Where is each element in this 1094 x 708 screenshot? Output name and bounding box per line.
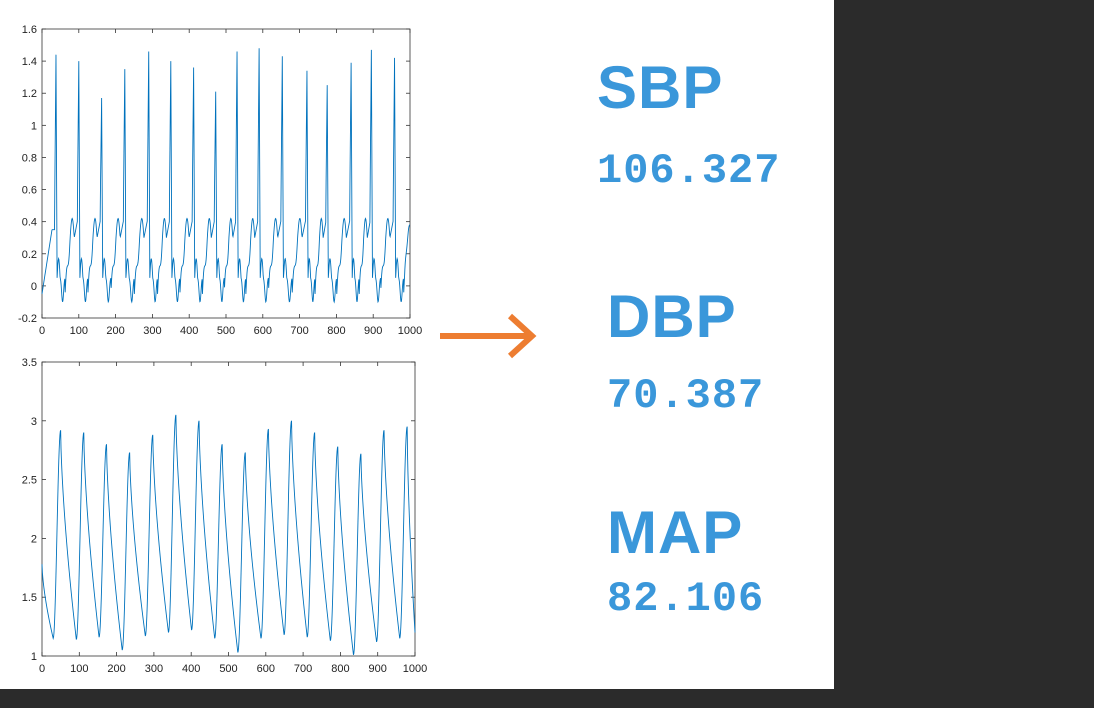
y-tick-label: 2 xyxy=(31,533,37,545)
x-tick-label: 300 xyxy=(145,663,163,675)
map-value: 82.106 xyxy=(607,575,765,623)
x-tick-label: 100 xyxy=(70,663,88,675)
sbp-value: 106.327 xyxy=(597,147,781,195)
series-line xyxy=(41,414,416,655)
y-tick-label: 3 xyxy=(31,416,37,428)
x-tick-label: 700 xyxy=(294,663,312,675)
x-tick-label: 300 xyxy=(143,325,161,337)
abp-signal-chart: 0 100 200 300 400 500 600 700 800 900 1000 1 1.5 2 2.5… xyxy=(22,357,428,675)
x-tick-label: 800 xyxy=(327,325,345,337)
x-tick-label: 600 xyxy=(254,325,272,337)
right-arrow-icon xyxy=(440,313,537,359)
y-tick-label: 0.2 xyxy=(22,249,37,261)
y-tick-label: 1.6 xyxy=(22,24,37,36)
y-tick-label: 0.4 xyxy=(22,217,37,229)
x-tick-label: 1000 xyxy=(398,325,422,337)
signal-figure: 0 100 200 300 400 500 600 700 800 900 1000-0.200.2… xyxy=(18,24,428,675)
y-tick-label: 0 xyxy=(31,281,37,293)
dbp-value: 70.387 xyxy=(607,372,765,420)
sbp-label: SBP xyxy=(597,54,724,121)
y-tick-label: -0.2 xyxy=(18,313,37,325)
y-tick-label: 0.6 xyxy=(22,185,37,197)
x-tick-label: 1000 xyxy=(403,663,427,675)
y-tick-label: 1.4 xyxy=(22,56,37,68)
x-tick-label: 800 xyxy=(331,663,349,675)
y-tick-label: 1 xyxy=(31,651,37,663)
slide-canvas: 0 100 200 300 400 500 600 700 800 900 1000 -0.2 0 0.2… xyxy=(0,0,834,689)
y-tick-label: 3.5 xyxy=(22,357,37,369)
x-tick-label: 500 xyxy=(219,663,237,675)
x-tick-label: 900 xyxy=(364,325,382,337)
y-tick-label: 0.8 xyxy=(22,152,37,164)
y-tick-label: 1.5 xyxy=(22,592,37,604)
map-label: MAP xyxy=(607,499,744,566)
dbp-label: DBP xyxy=(607,283,737,350)
x-tick-label: 100 xyxy=(70,325,88,337)
x-tick-label: 200 xyxy=(106,325,124,337)
x-tick-label: 200 xyxy=(107,663,125,675)
x-tick-label: 700 xyxy=(290,325,308,337)
axes-box xyxy=(41,361,416,657)
y-tick-label: 1.2 xyxy=(22,88,37,100)
x-tick-label: 500 xyxy=(217,325,235,337)
x-tick-label: 400 xyxy=(182,663,200,675)
ppg-signal-chart: 0 100 200 300 400 500 600 700 800 900 1000-0.200.2… xyxy=(18,24,422,337)
x-tick-label: 900 xyxy=(369,663,387,675)
x-tick-label: 600 xyxy=(257,663,275,675)
x-tick-label: 400 xyxy=(180,325,198,337)
y-tick-label: 2.5 xyxy=(22,475,37,487)
y-tick-label: 1 xyxy=(31,120,37,132)
x-tick-label: 0 xyxy=(39,663,45,675)
x-tick-label: 0 xyxy=(39,325,45,337)
series-line xyxy=(41,48,411,304)
